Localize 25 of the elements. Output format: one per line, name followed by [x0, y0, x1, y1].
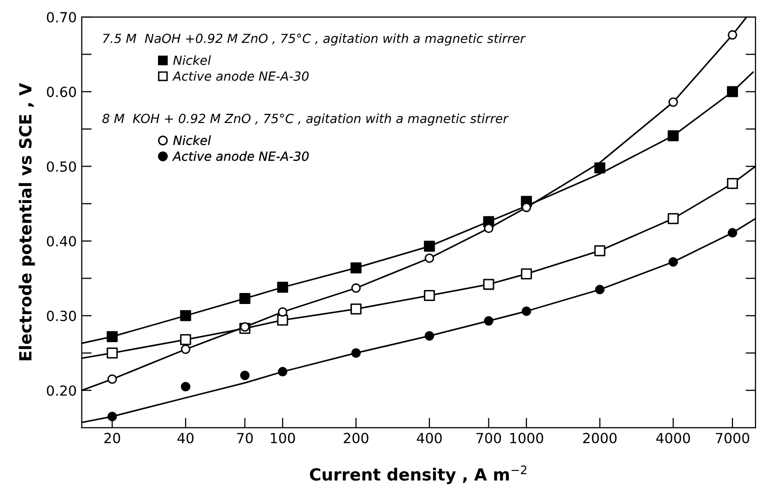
x-axis-title: Current density , A m$^{−2}$ [310, 465, 526, 484]
x-tick-label: 70 [237, 432, 253, 444]
x-tick-label: 1000 [510, 432, 544, 444]
legend-label: Active anode NE-A-30 [172, 151, 309, 161]
x-tick-label: 2000 [583, 432, 617, 444]
y-tick-label: 0.30 [46, 310, 76, 322]
y-tick-label: 0.50 [46, 161, 76, 172]
legend-label: Nickel [173, 55, 211, 65]
x-tick-label: 400 [416, 432, 442, 444]
annotation: 7.5 M NaOH +0.92 M ZnO , 75°C , agitation with a magnetic stirrer [103, 33, 526, 46]
x-tick-label: 100 [270, 432, 295, 444]
y-axis-title: Electrode potential vs SCE , V [18, 82, 35, 360]
x-tick-label: 4000 [656, 432, 690, 444]
y-tick-label: 0.60 [46, 86, 76, 98]
x-tick-label: 40 [177, 432, 194, 444]
y-tick-label: 0.40 [46, 236, 76, 246]
x-tick-label: 200 [344, 432, 368, 444]
legend-label: Nickel [173, 135, 211, 146]
annotation: 8 M KOH + 0.92 M ZnO , 75°C , agitation with a magnetic stirrer [102, 114, 509, 126]
legend-label: Active anode NE-A-30 [172, 71, 309, 81]
x-tick-label: 20 [104, 432, 120, 444]
y-tick-label: 0.20 [46, 385, 76, 396]
y-tick-label: 0.70 [46, 12, 76, 22]
x-tick-label: 700 [476, 432, 501, 444]
x-tick-label: 7000 [716, 432, 750, 444]
